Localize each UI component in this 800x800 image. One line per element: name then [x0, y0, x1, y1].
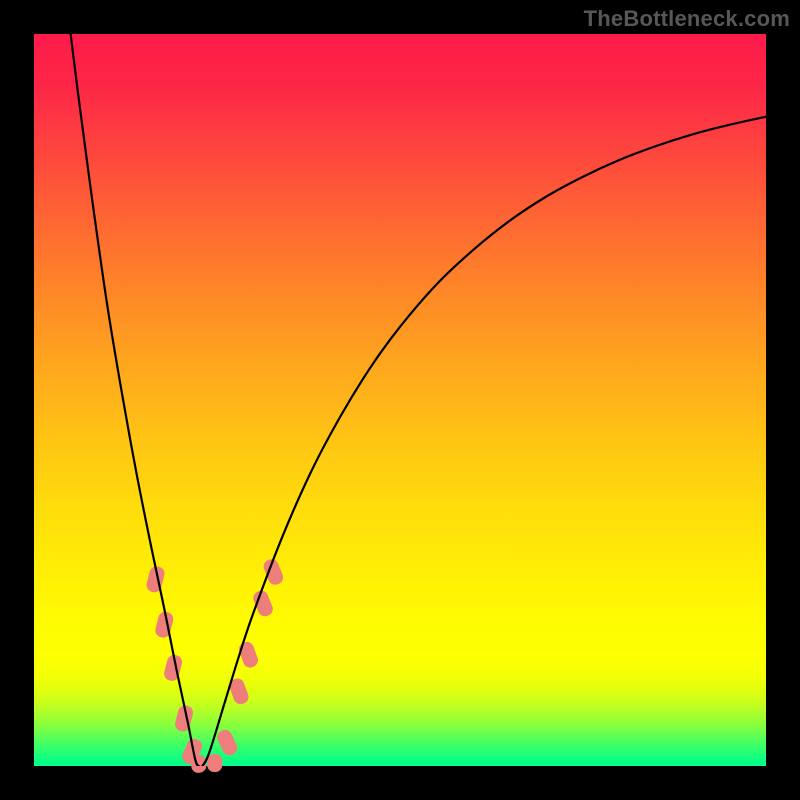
curve-marker	[154, 610, 175, 639]
watermark-text: TheBottleneck.com	[584, 6, 790, 32]
curve-marker	[251, 589, 275, 619]
curve-marker	[207, 754, 223, 773]
bottleneck-curve	[71, 34, 766, 768]
curve-marker	[215, 728, 240, 758]
chart-container: TheBottleneck.com	[0, 0, 800, 800]
chart-svg	[0, 0, 800, 800]
